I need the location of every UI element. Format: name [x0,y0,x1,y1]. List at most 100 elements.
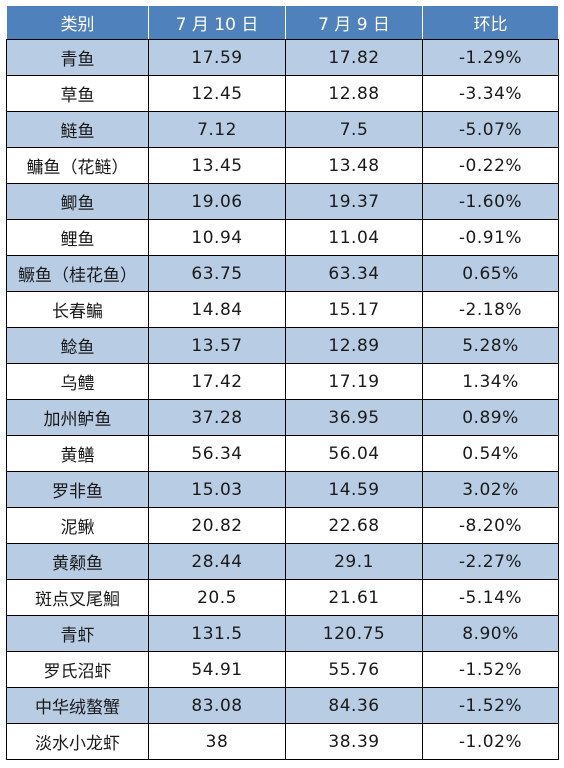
table-row: 斑点叉尾鮰 20.5 21.61 -5.14% [6,579,559,616]
cell-category: 泥鳅 [6,507,149,544]
cell-change: -1.52% [422,651,559,688]
table-row: 淡水小龙虾 38 38.39 -1.02% [6,723,559,760]
cell-category: 鳜鱼（桂花鱼） [6,255,149,292]
cell-price-july-10: 7.12 [148,111,286,148]
cell-change: -0.91% [422,219,559,256]
cell-price-july-10: 83.08 [148,687,286,724]
cell-price-july-10: 10.94 [148,219,286,256]
table-row: 黄鳝 56.34 56.04 0.54% [6,435,559,472]
cell-change: 3.02% [422,471,559,508]
cell-price-july-10: 28.44 [148,543,286,580]
cell-price-july-9: 55.76 [285,651,423,688]
fish-price-table: 类别 7 月 10 日 7 月 9 日 环比 青鱼 17.59 17.82 -1.29… [6,5,559,760]
table-row: 青鱼 17.59 17.82 -1.29% [6,39,559,76]
cell-price-july-9: 84.36 [285,687,423,724]
cell-change: -2.27% [422,543,559,580]
header-july-9: 7 月 9 日 [285,5,423,40]
cell-price-july-10: 13.45 [148,147,286,184]
table-row: 青虾 131.5 120.75 8.90% [6,615,559,652]
cell-category: 鲢鱼 [6,111,149,148]
cell-change: 1.34% [422,363,559,400]
cell-category: 青虾 [6,615,149,652]
cell-price-july-9: 17.82 [285,39,423,76]
cell-category: 罗氏沼虾 [6,651,149,688]
cell-category: 鲶鱼 [6,327,149,364]
cell-change: -1.02% [422,723,559,760]
table-row: 鳙鱼（花鲢） 13.45 13.48 -0.22% [6,147,559,184]
cell-category: 斑点叉尾鮰 [6,579,149,616]
cell-price-july-9: 38.39 [285,723,423,760]
cell-change: -8.20% [422,507,559,544]
table-row: 加州鲈鱼 37.28 36.95 0.89% [6,399,559,436]
cell-price-july-10: 14.84 [148,291,286,328]
table-row: 长春鳊 14.84 15.17 -2.18% [6,291,559,328]
cell-category: 鲫鱼 [6,183,149,220]
cell-category: 黄鳝 [6,435,149,472]
table-row: 泥鳅 20.82 22.68 -8.20% [6,507,559,544]
table-row: 中华绒螯蟹 83.08 84.36 -1.52% [6,687,559,724]
cell-category: 黄颡鱼 [6,543,149,580]
table-row: 鳜鱼（桂花鱼） 63.75 63.34 0.65% [6,255,559,292]
cell-price-july-9: 12.88 [285,75,423,112]
cell-category: 罗非鱼 [6,471,149,508]
cell-change: 5.28% [422,327,559,364]
cell-change: -5.07% [422,111,559,148]
table-row: 草鱼 12.45 12.88 -3.34% [6,75,559,112]
cell-category: 鳙鱼（花鲢） [6,147,149,184]
header-row: 类别 7 月 10 日 7 月 9 日 环比 [6,5,559,40]
cell-price-july-10: 54.91 [148,651,286,688]
cell-price-july-9: 14.59 [285,471,423,508]
cell-change: -0.22% [422,147,559,184]
cell-price-july-10: 38 [148,723,286,760]
table-row: 罗氏沼虾 54.91 55.76 -1.52% [6,651,559,688]
table-row: 乌鳢 17.42 17.19 1.34% [6,363,559,400]
cell-change: -2.18% [422,291,559,328]
table-row: 鲢鱼 7.12 7.5 -5.07% [6,111,559,148]
cell-price-july-9: 13.48 [285,147,423,184]
cell-price-july-10: 19.06 [148,183,286,220]
cell-price-july-9: 29.1 [285,543,423,580]
cell-category: 乌鳢 [6,363,149,400]
cell-change: 0.54% [422,435,559,472]
table-row: 鲶鱼 13.57 12.89 5.28% [6,327,559,364]
cell-price-july-10: 63.75 [148,255,286,292]
cell-change: 0.89% [422,399,559,436]
cell-price-july-10: 56.34 [148,435,286,472]
cell-price-july-10: 15.03 [148,471,286,508]
cell-price-july-10: 131.5 [148,615,286,652]
cell-category: 草鱼 [6,75,149,112]
header-july-10: 7 月 10 日 [148,5,286,40]
header-category: 类别 [6,5,149,40]
table-body: 青鱼 17.59 17.82 -1.29% 草鱼 12.45 12.88 -3.34% 鲢鱼 7.… [6,39,559,760]
cell-price-july-9: 56.04 [285,435,423,472]
cell-price-july-9: 19.37 [285,183,423,220]
cell-price-july-10: 20.82 [148,507,286,544]
table-row: 罗非鱼 15.03 14.59 3.02% [6,471,559,508]
cell-change: -1.29% [422,39,559,76]
cell-price-july-10: 37.28 [148,399,286,436]
cell-category: 青鱼 [6,39,149,76]
cell-change: 8.90% [422,615,559,652]
cell-price-july-9: 63.34 [285,255,423,292]
cell-category: 淡水小龙虾 [6,723,149,760]
price-table-container: 类别 7 月 10 日 7 月 9 日 环比 青鱼 17.59 17.82 -1.29… [6,5,559,760]
cell-category: 长春鳊 [6,291,149,328]
header-change: 环比 [422,5,559,40]
table-row: 鲤鱼 10.94 11.04 -0.91% [6,219,559,256]
cell-price-july-10: 17.59 [148,39,286,76]
table-header: 类别 7 月 10 日 7 月 9 日 环比 [6,5,559,40]
cell-price-july-9: 21.61 [285,579,423,616]
cell-price-july-10: 13.57 [148,327,286,364]
cell-price-july-10: 12.45 [148,75,286,112]
cell-price-july-9: 11.04 [285,219,423,256]
cell-price-july-10: 17.42 [148,363,286,400]
cell-price-july-9: 12.89 [285,327,423,364]
cell-price-july-9: 15.17 [285,291,423,328]
cell-price-july-9: 36.95 [285,399,423,436]
cell-change: -1.60% [422,183,559,220]
table-row: 鲫鱼 19.06 19.37 -1.60% [6,183,559,220]
cell-change: -5.14% [422,579,559,616]
cell-price-july-10: 20.5 [148,579,286,616]
cell-category: 鲤鱼 [6,219,149,256]
cell-change: -3.34% [422,75,559,112]
